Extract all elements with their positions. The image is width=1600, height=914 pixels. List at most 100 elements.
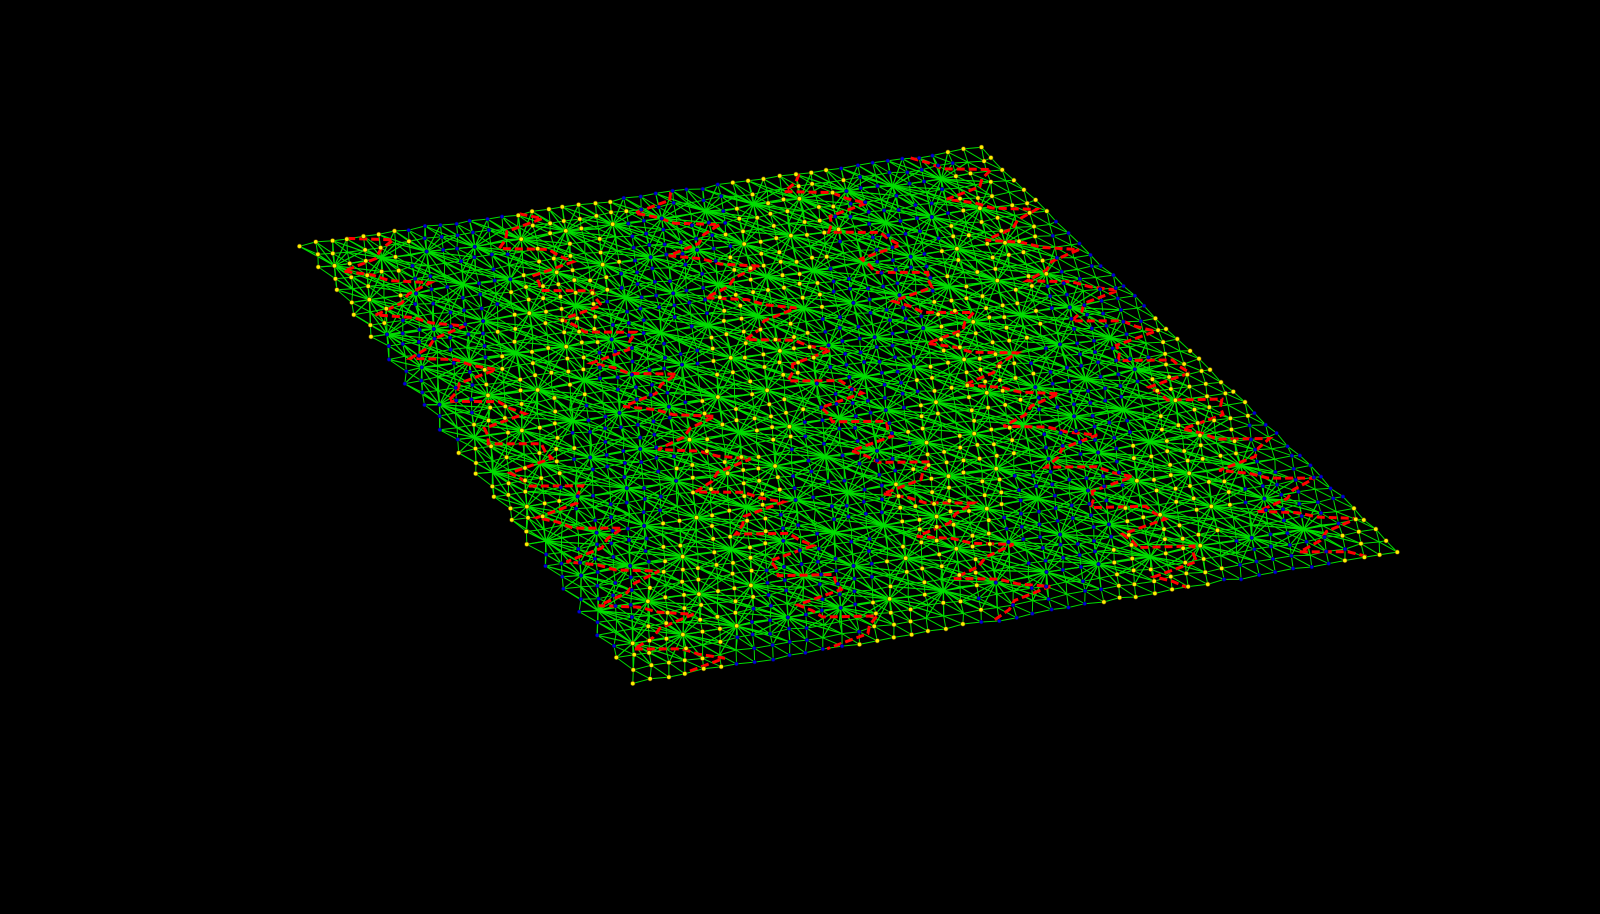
mesh-edge xyxy=(532,361,550,364)
mesh-edge xyxy=(586,405,589,421)
mesh-edge xyxy=(804,220,820,223)
mesh-edge xyxy=(803,396,818,400)
mesh-edge xyxy=(617,250,636,262)
mesh-edge xyxy=(846,361,865,366)
mesh-edge xyxy=(686,188,704,201)
mesh-edge xyxy=(839,442,844,456)
mesh-edge xyxy=(336,288,353,291)
mesh-edge xyxy=(857,162,873,166)
mesh-edge xyxy=(1055,221,1069,234)
mesh-edge xyxy=(457,438,476,450)
mesh-edge xyxy=(902,390,918,395)
mesh-edge xyxy=(923,181,943,190)
mesh-edge xyxy=(1033,371,1051,375)
mesh-edge xyxy=(653,421,655,435)
mesh-edge xyxy=(1029,212,1050,225)
mesh-edge xyxy=(658,202,674,208)
mesh-edge xyxy=(732,182,753,195)
mesh-edge xyxy=(774,323,791,328)
mesh-edge xyxy=(937,410,957,414)
mesh-edge xyxy=(848,274,866,280)
mesh-edge xyxy=(1099,288,1119,299)
mesh-edge xyxy=(947,151,969,163)
mesh-edge xyxy=(1106,321,1124,327)
mesh-edge xyxy=(829,366,835,381)
mesh-edge xyxy=(891,432,910,444)
mesh-edge xyxy=(455,387,457,401)
mesh-edge xyxy=(750,377,767,382)
mesh-edge xyxy=(979,358,1000,367)
mesh-edge xyxy=(1081,361,1099,367)
mesh-edge xyxy=(437,351,455,364)
mesh-edge xyxy=(723,320,745,333)
mesh-edge xyxy=(1005,180,1025,191)
mesh-edge xyxy=(649,244,667,255)
mesh-edge xyxy=(769,403,787,414)
mesh-edge xyxy=(365,260,382,272)
mesh-edge xyxy=(868,223,874,238)
mesh-edge xyxy=(503,381,521,391)
mesh-edge xyxy=(817,393,836,398)
mesh-edge xyxy=(651,408,670,419)
mesh-edge xyxy=(454,374,457,388)
mesh-edge xyxy=(460,256,475,262)
mesh-edge xyxy=(1088,387,1106,392)
mesh-edge xyxy=(966,371,986,383)
mesh-edge xyxy=(532,208,549,212)
mesh-edge xyxy=(619,398,637,403)
mesh-edge xyxy=(981,221,1002,232)
mesh-edge xyxy=(583,367,600,370)
mesh-edge xyxy=(491,254,495,270)
mesh-edge xyxy=(640,434,655,438)
mesh-edge xyxy=(685,189,689,204)
mesh-edge xyxy=(767,190,784,200)
mesh-edge xyxy=(1008,340,1029,351)
mesh-edge xyxy=(369,311,385,324)
mesh-edge xyxy=(562,206,581,220)
mesh-edge xyxy=(1090,254,1102,267)
mesh-edge xyxy=(941,422,956,426)
mesh-edge xyxy=(608,478,611,494)
mesh-edge xyxy=(1165,350,1180,355)
mesh-edge xyxy=(624,472,643,478)
mesh-edge xyxy=(947,212,967,224)
mesh-edge xyxy=(951,297,967,301)
mesh-edge xyxy=(947,148,964,153)
mesh-edge xyxy=(951,300,972,310)
mesh-edge xyxy=(802,408,823,421)
mesh-edge xyxy=(599,238,618,252)
mesh-edge xyxy=(990,180,1006,183)
mesh-edge xyxy=(676,464,693,469)
mesh-edge xyxy=(767,287,785,291)
mesh-edge xyxy=(1026,202,1047,212)
mesh-edge xyxy=(702,271,717,275)
mesh-edge xyxy=(1249,424,1266,426)
mesh-edge xyxy=(1140,320,1159,331)
mesh-edge xyxy=(934,387,952,392)
mesh-edge xyxy=(1142,330,1164,343)
mesh-edge xyxy=(784,387,804,400)
mesh-edge xyxy=(490,405,506,409)
mesh-edge xyxy=(1101,300,1122,311)
mesh-edge xyxy=(626,209,642,212)
mesh-edge xyxy=(991,191,1010,197)
mesh-edge xyxy=(706,438,726,450)
mesh-edge xyxy=(1073,257,1093,267)
mesh-edge xyxy=(551,372,571,386)
mesh-edge xyxy=(966,286,983,297)
mesh-edge xyxy=(503,379,521,383)
mesh-edge xyxy=(884,382,902,386)
mesh-edge xyxy=(454,371,470,375)
mesh-edge xyxy=(352,285,369,290)
mesh-edge xyxy=(1023,189,1036,201)
mesh-edge xyxy=(1034,235,1056,248)
mesh-edge xyxy=(825,327,840,333)
mesh-edge xyxy=(826,252,844,258)
mesh-edge xyxy=(951,384,968,389)
mesh-edge xyxy=(859,338,862,353)
mesh-edge xyxy=(796,257,813,263)
mesh-edge xyxy=(1057,403,1075,408)
mesh-edge xyxy=(926,188,943,193)
